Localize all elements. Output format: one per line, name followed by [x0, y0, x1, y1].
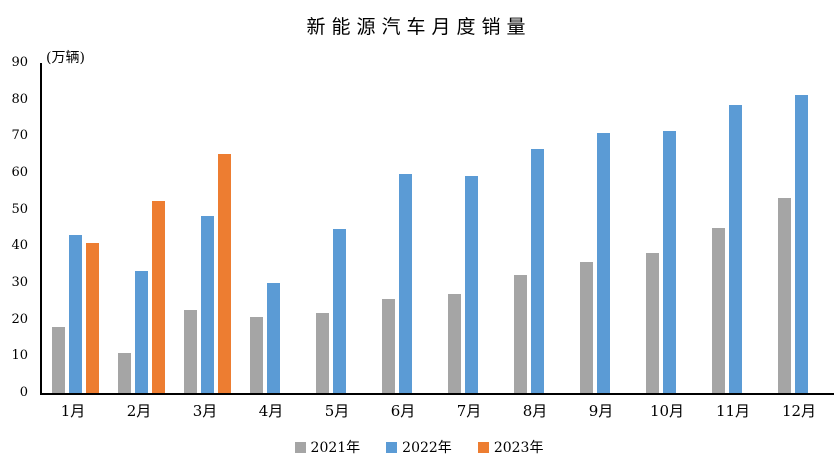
y-tick-label: 30 — [11, 275, 28, 290]
bar-group-6月 — [372, 63, 438, 393]
x-tick-label: 11月 — [715, 402, 751, 420]
legend-label: 2023年 — [493, 440, 544, 456]
bar-2021年-4月 — [249, 317, 263, 393]
bar-2021年-9月 — [579, 262, 593, 393]
legend-item-2022年: 2022年 — [386, 437, 452, 457]
y-tick-label: 90 — [11, 55, 28, 70]
x-tick-label: 9月 — [588, 402, 614, 420]
bar-2021年-12月 — [777, 198, 791, 393]
x-tick-label: 6月 — [390, 402, 416, 420]
bar-group-9月 — [570, 63, 636, 393]
bar-group-10月 — [636, 63, 702, 393]
bar-2022年-11月 — [728, 104, 742, 393]
y-tick-label: 40 — [11, 238, 28, 254]
y-tick-label: 80 — [11, 91, 28, 107]
legend-item-2021年: 2021年 — [294, 437, 361, 457]
bar-2021年-7月 — [447, 293, 461, 393]
bar-group-8月 — [504, 63, 570, 393]
y-tick-label: 50 — [11, 201, 28, 217]
y-tick-label: 20 — [11, 311, 28, 327]
legend-swatch-icon — [386, 441, 398, 453]
bar-2021年-8月 — [513, 275, 527, 393]
x-axis-labels: 1月 2月 3月 4月 5月 6月 7月 8月 9月 10月 11月 12月 — [40, 400, 832, 421]
bar-2022年-5月 — [332, 229, 346, 393]
bar-2022年-4月 — [266, 283, 280, 393]
bar-group-3月 — [174, 63, 240, 393]
legend-item-2023年: 2023年 — [477, 437, 544, 457]
x-tick-label: 5月 — [324, 402, 350, 420]
y-tick-label: 70 — [11, 128, 28, 144]
x-tick-label: 8月 — [522, 402, 548, 420]
legend-label: 2022年 — [402, 440, 452, 456]
y-tick-label: 10 — [11, 348, 28, 364]
bar-2021年-6月 — [381, 299, 395, 393]
legend-label: 2021年 — [310, 440, 361, 456]
bar-group-12月 — [768, 63, 834, 393]
bar-2021年-5月 — [315, 313, 329, 393]
bar-2022年-2月 — [134, 270, 148, 393]
y-tick-label: 0 — [19, 385, 28, 400]
bar-2022年-8月 — [530, 148, 544, 393]
bar-2021年-11月 — [711, 228, 725, 393]
bar-2021年-3月 — [183, 310, 197, 393]
plot-area — [40, 63, 834, 395]
bar-2022年-7月 — [464, 175, 478, 393]
x-tick-label: 12月 — [781, 402, 817, 420]
x-tick-label: 1月 — [60, 402, 86, 420]
legend-swatch-icon — [477, 441, 489, 453]
bar-2022年-10月 — [662, 131, 676, 393]
bar-group-11月 — [702, 63, 768, 393]
legend: 2021年 2022年 2023年 — [0, 437, 838, 457]
x-tick-label: 10月 — [649, 402, 685, 420]
x-tick-label: 2月 — [126, 402, 152, 420]
y-axis-ticks: 0 10 20 30 40 50 60 70 80 90 — [0, 55, 33, 400]
bar-group-5月 — [306, 63, 372, 393]
x-tick-label: 7月 — [456, 402, 482, 420]
bar-2023年-3月 — [217, 153, 231, 393]
y-tick-label: 60 — [11, 165, 28, 180]
x-tick-label: 3月 — [192, 402, 218, 420]
x-tick-label: 4月 — [258, 402, 284, 420]
bar-group-2月 — [108, 63, 174, 393]
bar-group-4月 — [240, 63, 306, 393]
bar-2022年-12月 — [794, 94, 808, 393]
chart-title: 新能源汽车月度销量 — [306, 16, 532, 38]
bar-2022年-9月 — [596, 133, 610, 393]
bar-2021年-2月 — [117, 352, 131, 393]
bar-2022年-3月 — [200, 215, 214, 393]
bar-2021年-1月 — [51, 327, 65, 393]
legend-swatch-icon — [294, 441, 306, 453]
bar-2021年-10月 — [645, 252, 659, 393]
bar-2023年-1月 — [85, 243, 99, 393]
bar-group-1月 — [42, 63, 108, 393]
bar-group-7月 — [438, 63, 504, 393]
bar-2022年-6月 — [398, 174, 412, 393]
bar-2022年-1月 — [68, 234, 82, 393]
y-axis-unit-label: (万辆) — [46, 50, 85, 66]
bar-2023年-2月 — [151, 200, 165, 393]
